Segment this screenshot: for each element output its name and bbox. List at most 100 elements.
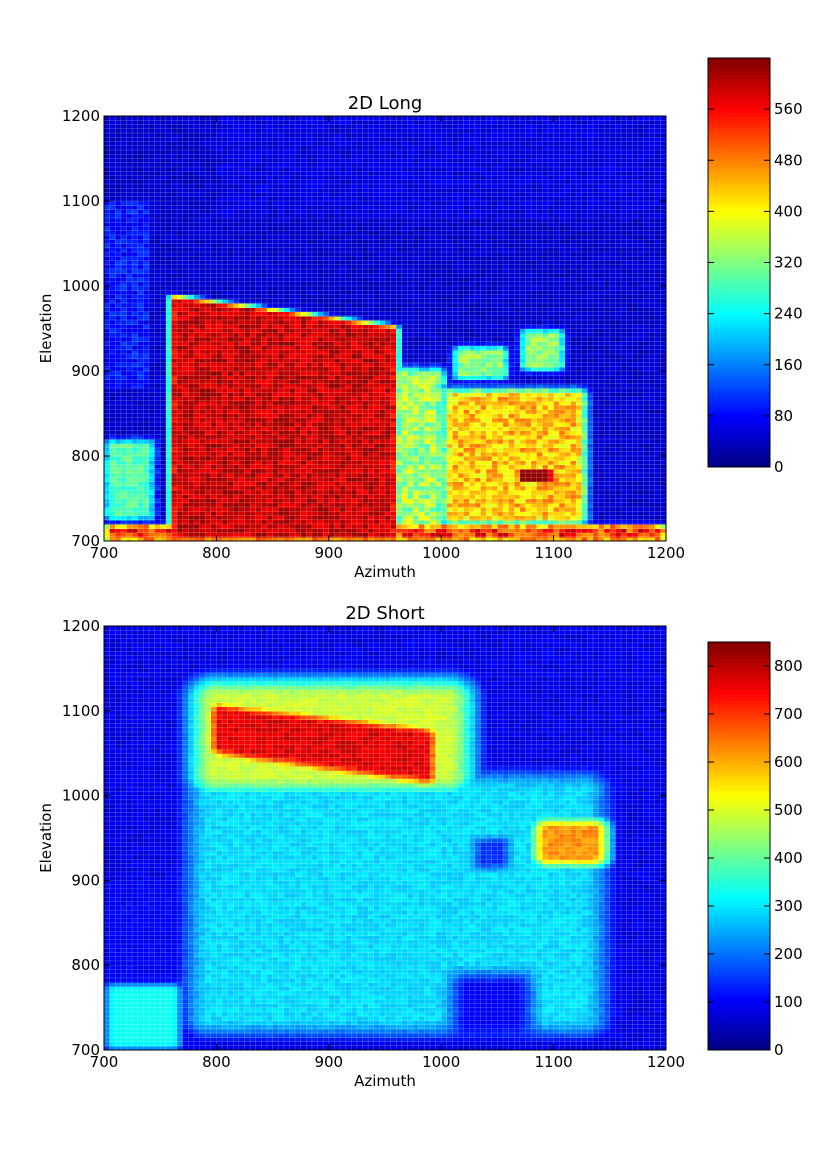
heatmap-cell	[244, 362, 251, 368]
heatmap-cell	[160, 485, 167, 491]
heatmap-cell	[351, 451, 358, 457]
heatmap-cell	[295, 375, 302, 381]
heatmap-cell	[328, 426, 336, 432]
heatmap-cell	[311, 473, 319, 478]
heatmap-cell	[182, 430, 189, 436]
heatmap-cell	[104, 320, 111, 325]
heatmap-cell	[334, 303, 341, 308]
heatmap-cell	[300, 396, 307, 402]
heatmap-cell	[255, 162, 262, 168]
heatmap-cell	[250, 133, 257, 138]
heatmap-cell	[272, 358, 279, 364]
heatmap-cell	[255, 451, 262, 457]
heatmap-cell	[362, 524, 369, 529]
heatmap-cell	[154, 150, 161, 155]
heatmap-cell	[193, 133, 201, 138]
heatmap-cell	[345, 320, 352, 325]
heatmap-cell	[160, 528, 167, 534]
heatmap-cell	[306, 507, 313, 512]
heatmap-cell	[222, 341, 229, 347]
heatmap-cell	[115, 443, 122, 449]
heatmap-cell	[289, 188, 296, 194]
heatmap-cell	[205, 524, 212, 529]
heatmap-cell	[311, 519, 319, 525]
heatmap-cell	[255, 256, 262, 262]
heatmap-cell	[109, 464, 116, 470]
heatmap-cell	[182, 120, 189, 126]
heatmap-cell	[323, 277, 330, 283]
heatmap-cell	[272, 158, 279, 164]
heatmap-cell	[160, 213, 167, 219]
heatmap-cell	[295, 281, 302, 287]
heatmap-cell	[205, 379, 212, 385]
heatmap-cell	[165, 247, 173, 253]
heatmap-cell	[104, 247, 111, 253]
heatmap-cell	[160, 184, 167, 189]
heatmap-cell	[323, 477, 330, 483]
heatmap-cell	[289, 192, 296, 198]
heatmap-cell	[104, 422, 111, 427]
heatmap-cell	[182, 332, 189, 338]
heatmap-cell	[306, 167, 313, 172]
heatmap-cell	[317, 150, 324, 155]
heatmap-cell	[266, 205, 274, 211]
heatmap-cell	[177, 213, 184, 219]
heatmap-cell	[115, 128, 122, 134]
heatmap-cell	[227, 116, 234, 121]
heatmap-cell	[244, 324, 251, 330]
heatmap-cell	[115, 430, 122, 436]
heatmap-cell	[104, 354, 111, 359]
heatmap-cell	[323, 167, 330, 172]
heatmap-cell	[334, 264, 341, 270]
heatmap-cell	[356, 379, 364, 385]
heatmap-cell	[317, 162, 324, 168]
heatmap-cell	[289, 260, 296, 266]
heatmap-cell	[340, 256, 347, 262]
heatmap-cell	[227, 294, 234, 300]
heatmap-cell	[238, 515, 246, 521]
heatmap-cell	[362, 341, 369, 347]
heatmap-cell	[222, 362, 229, 368]
heatmap-cell	[311, 392, 319, 398]
heatmap-cell	[137, 264, 144, 270]
heatmap-cell	[323, 175, 330, 181]
heatmap-cell	[154, 230, 161, 236]
heatmap-cell	[255, 366, 262, 372]
heatmap-cell	[233, 502, 240, 508]
heatmap-cell	[193, 396, 201, 402]
heatmap-cell	[227, 447, 234, 453]
heatmap-cell	[311, 303, 319, 308]
heatmap-cell	[261, 124, 268, 130]
heatmap-cell	[182, 171, 189, 177]
heatmap-cell	[177, 247, 184, 253]
heatmap-cell	[261, 400, 268, 406]
heatmap-cell	[227, 332, 234, 338]
heatmap-cell	[272, 460, 279, 466]
heatmap-cell	[289, 337, 296, 342]
heatmap-cell	[104, 158, 111, 164]
heatmap-cell	[351, 532, 358, 538]
heatmap-cell	[278, 524, 285, 529]
heatmap-cell	[120, 120, 128, 126]
heatmap-cell	[356, 481, 364, 487]
heatmap-cell	[154, 162, 161, 168]
heatmap-cell	[143, 498, 150, 504]
heatmap-cell	[250, 388, 257, 393]
heatmap-cell	[334, 362, 341, 368]
heatmap-cell	[216, 196, 223, 202]
heatmap-cell	[109, 362, 116, 368]
heatmap-cell	[104, 332, 111, 338]
heatmap-cell	[345, 324, 352, 330]
heatmap-cell	[137, 243, 144, 249]
heatmap-cell	[233, 243, 240, 249]
heatmap-cell	[334, 413, 341, 419]
heatmap-cell	[328, 358, 336, 364]
heatmap-cell	[154, 536, 161, 542]
heatmap-cell	[171, 502, 178, 508]
heatmap-cell	[216, 362, 223, 368]
heatmap-cell	[278, 243, 285, 249]
heatmap-cell	[283, 175, 291, 181]
heatmap-cell	[216, 332, 223, 338]
heatmap-cell	[143, 179, 150, 185]
heatmap-cell	[137, 388, 144, 393]
